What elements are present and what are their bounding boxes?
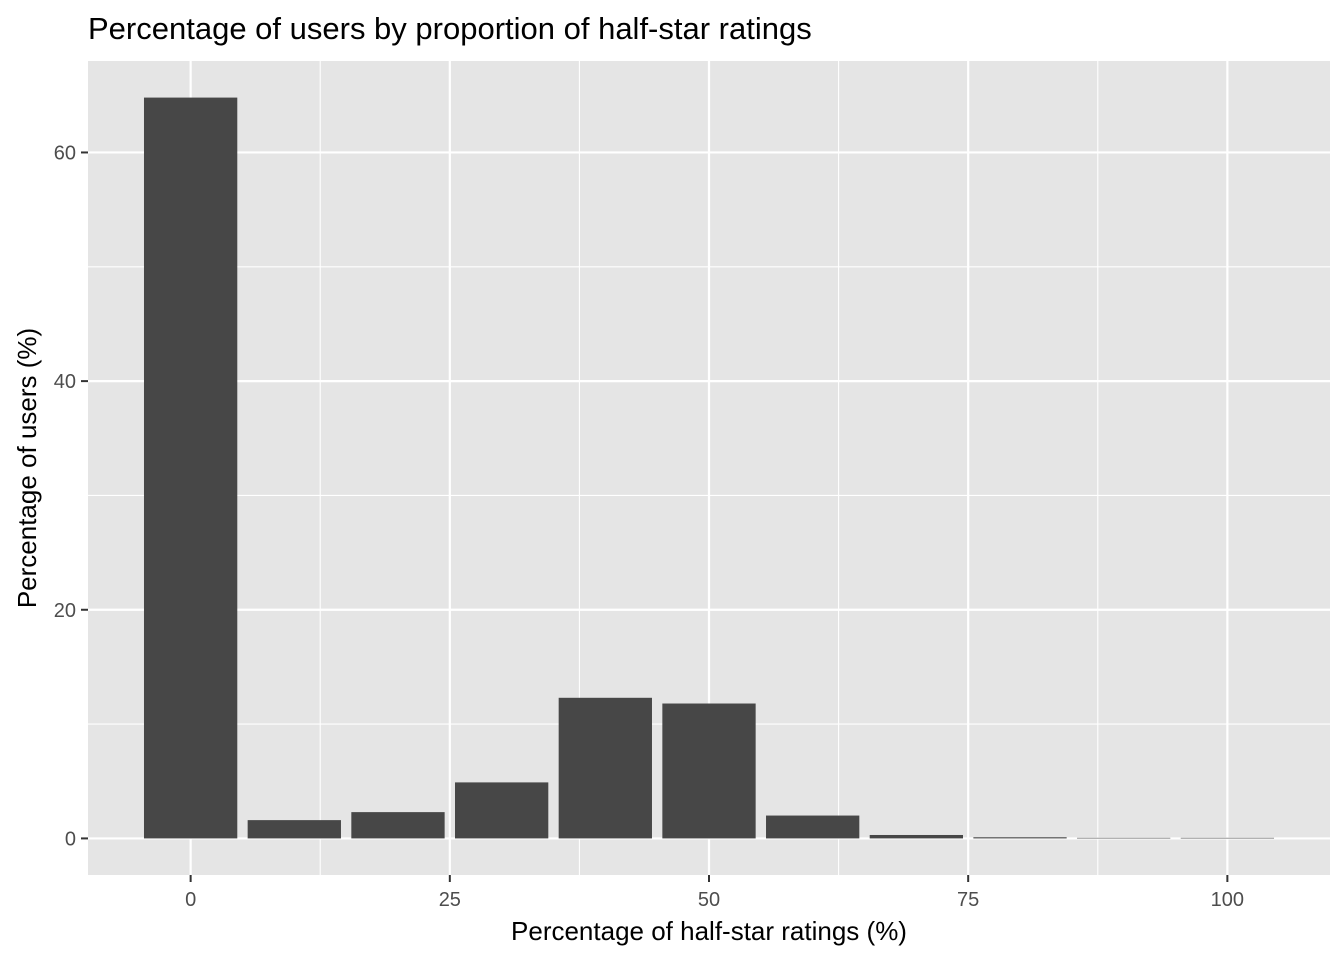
chart-title: Percentage of users by proportion of hal… [88,11,812,46]
bar [973,837,1067,839]
bar [247,820,341,839]
bar [455,782,549,839]
bar [351,812,445,839]
x-axis-title: Percentage of half-star ratings (%) [511,916,907,946]
y-tick-label: 20 [54,600,76,622]
bars [143,97,1275,839]
bar [869,834,963,839]
bar [662,703,756,839]
x-tick-label: 25 [439,889,461,911]
bar [558,697,652,839]
x-tick-label: 0 [185,889,196,911]
bar [143,97,238,839]
y-axis-title: Percentage of users (%) [12,328,42,608]
x-tick-label: 100 [1211,889,1244,911]
bar [1077,837,1171,839]
x-tick-label: 50 [698,889,720,911]
y-axis: 0 20 40 60 [54,142,88,850]
x-axis: 0 25 50 75 100 [185,875,1244,911]
x-tick-label: 75 [957,889,979,911]
y-tick-label: 40 [54,371,76,393]
bar [1180,837,1275,839]
bar [766,815,860,839]
y-tick-label: 60 [54,142,76,164]
y-tick-label: 0 [65,828,76,850]
